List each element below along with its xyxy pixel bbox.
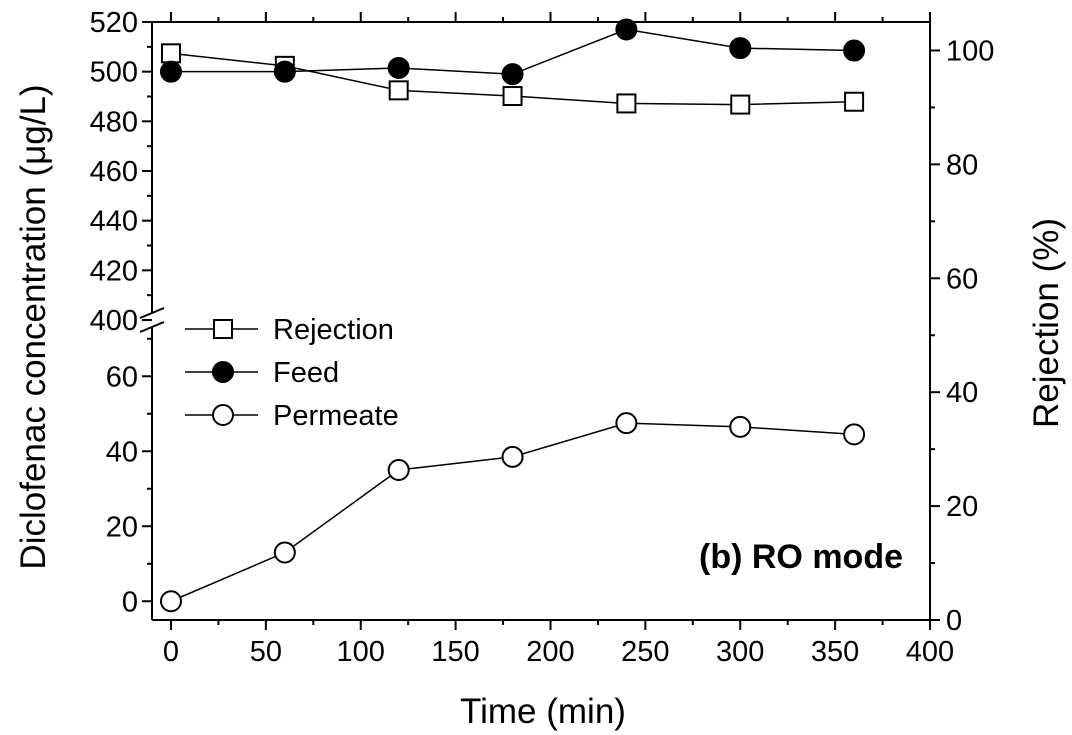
data-point-rejection [502, 86, 523, 107]
series-layer [159, 18, 866, 613]
data-point-feed [615, 18, 638, 41]
y-left-tick-label: 440 [90, 206, 138, 238]
y-right-tick-label: 60 [946, 263, 978, 295]
y-left-tick-label: 520 [90, 7, 138, 39]
legend: Rejection Feed Permeate [185, 314, 399, 432]
data-point-feed [729, 37, 752, 60]
y-left-tick-label: 480 [90, 106, 138, 138]
y-right-tick-label: 100 [946, 35, 994, 67]
axes: 0 50 100 150 200 250 300 350 4004004204404604805… [90, 7, 995, 668]
axis-break-mark [139, 307, 165, 319]
x-tick-label: 100 [337, 636, 385, 668]
data-point-permeate [273, 541, 296, 564]
data-point-feed [843, 39, 866, 62]
data-point-permeate [159, 590, 182, 613]
legend-marker-feed [212, 361, 234, 383]
data-point-rejection [730, 94, 751, 115]
legend-label-feed: Feed [273, 357, 339, 389]
legend-label-rejection: Rejection [273, 314, 394, 346]
y-right-tick-label: 20 [946, 491, 978, 523]
data-point-rejection [388, 80, 409, 101]
x-tick-label: 250 [621, 636, 669, 668]
chart-annotation: (b) RO mode [699, 538, 903, 576]
y-axis-title-right: Rejection (%) [1027, 218, 1066, 428]
y-left-tick-label: 60 [106, 361, 138, 393]
data-point-permeate [501, 445, 524, 468]
data-point-permeate [729, 415, 752, 438]
y-left-tick-label: 40 [106, 436, 138, 468]
y-left-tick-label: 0 [122, 586, 138, 618]
data-point-permeate [387, 459, 410, 481]
y-left-tick-label: 500 [90, 57, 138, 89]
x-tick-label: 0 [163, 636, 179, 668]
y-left-tick-label: 420 [90, 255, 138, 287]
legend-marker-permeate [212, 404, 234, 426]
y-left-tick-label: 20 [106, 511, 138, 543]
y-left-tick-label: 460 [90, 156, 138, 188]
data-point-feed [501, 63, 524, 86]
data-point-rejection [844, 91, 865, 112]
y-right-tick-label: 0 [946, 605, 962, 637]
y-left-tick-label: 400 [90, 305, 138, 337]
x-tick-label: 400 [906, 636, 954, 668]
axis-break-mark [139, 321, 165, 333]
x-tick-label: 300 [716, 636, 764, 668]
x-axis-title: Time (min) [460, 692, 626, 731]
x-tick-label: 50 [250, 636, 282, 668]
y-right-tick-label: 40 [946, 377, 978, 409]
data-point-feed [159, 60, 182, 83]
legend-marker-rejection [213, 319, 233, 339]
data-point-permeate [615, 412, 638, 435]
legend-label-permeate: Permeate [273, 400, 399, 432]
x-tick-label: 150 [431, 636, 479, 668]
data-point-feed [387, 56, 410, 79]
y-right-tick-label: 80 [946, 149, 978, 181]
data-point-rejection [160, 43, 181, 64]
y-axis-title-left: Diclofenac concentration (μg/L) [14, 84, 53, 569]
data-point-permeate [843, 423, 866, 446]
x-tick-label: 200 [526, 636, 574, 668]
data-point-feed [273, 60, 296, 83]
data-point-rejection [616, 93, 637, 114]
x-tick-label: 350 [811, 636, 859, 668]
